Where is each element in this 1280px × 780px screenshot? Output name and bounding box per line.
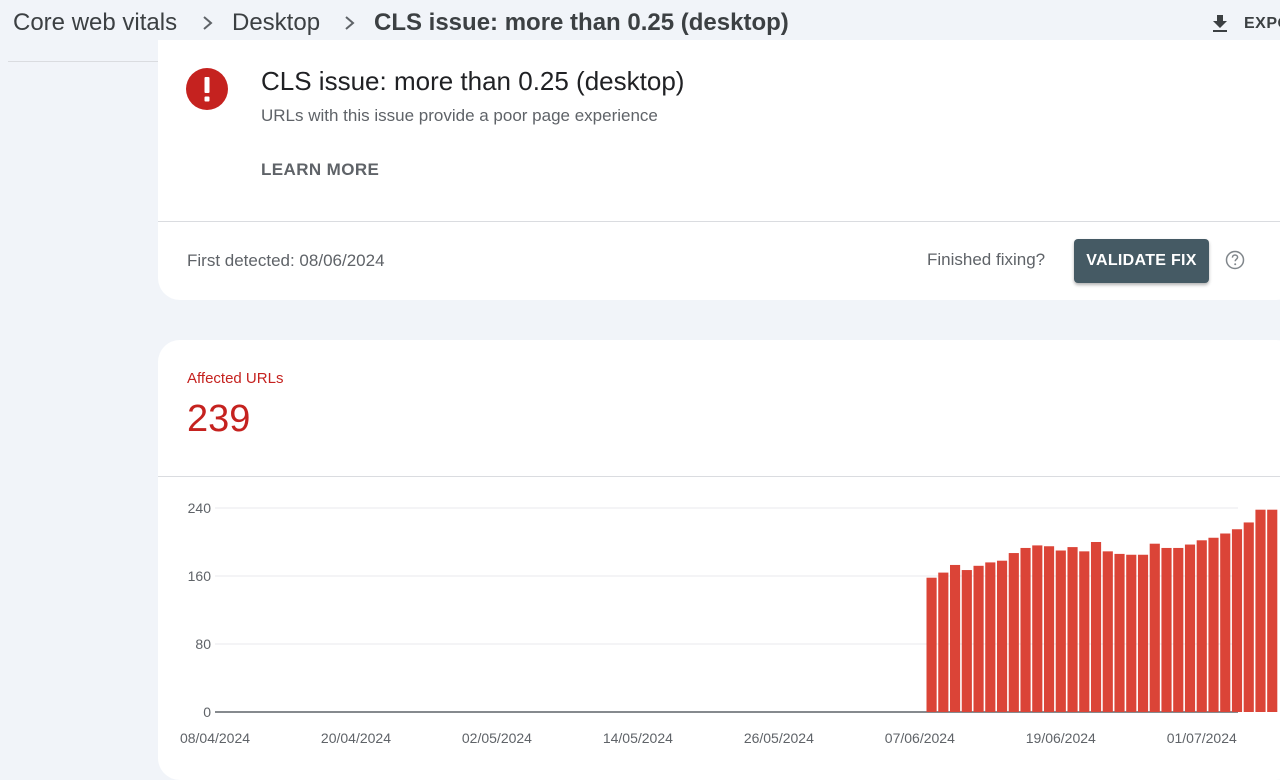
chevron-right-icon	[345, 16, 355, 30]
chart-bar[interactable]	[1043, 546, 1055, 712]
chart-bar[interactable]	[985, 562, 996, 712]
chart-bar[interactable]	[1079, 551, 1090, 712]
chart-bar[interactable]	[1090, 542, 1102, 712]
chart-bar[interactable]	[1243, 522, 1254, 712]
y-tick-label: 80	[195, 636, 211, 652]
chart-bar[interactable]	[938, 572, 949, 712]
chart-bar[interactable]	[1220, 533, 1231, 713]
chart-bar[interactable]	[1267, 509, 1278, 712]
x-tick-label: 01/07/2024	[1167, 730, 1237, 746]
x-tick-label: 20/04/2024	[321, 730, 391, 746]
help-icon[interactable]	[1225, 250, 1245, 270]
chart-divider	[158, 476, 1280, 477]
chart-bar[interactable]	[1196, 540, 1207, 712]
breadcrumb-current: CLS issue: more than 0.25 (desktop)	[374, 9, 789, 36]
chart-bar[interactable]	[1184, 544, 1196, 712]
export-label: EXPO	[1244, 15, 1280, 32]
chart-bar[interactable]	[1208, 537, 1219, 712]
x-tick-label: 08/04/2024	[180, 730, 250, 746]
affected-urls-card: Affected URLs 239 0 80 160 240 08/04/2024 20/…	[158, 340, 1280, 780]
chart-bar[interactable]	[1008, 553, 1019, 712]
x-tick-label: 19/06/2024	[1026, 730, 1096, 746]
chart-bar[interactable]	[1126, 554, 1137, 712]
y-tick-label: 160	[188, 568, 212, 584]
y-tick-label: 0	[203, 704, 211, 720]
issue-card: CLS issue: more than 0.25 (desktop) URLs…	[158, 40, 1280, 300]
download-icon	[1213, 15, 1227, 32]
chart-bar[interactable]	[1149, 543, 1160, 712]
chart-bar[interactable]	[1173, 547, 1184, 712]
chart-bar[interactable]	[1055, 550, 1066, 713]
chart-bar[interactable]	[961, 570, 972, 712]
chart-bar[interactable]	[949, 564, 961, 712]
affected-urls-chart: 0 80 160 240 08/04/2024 20/04/2024 02/05/2024 1…	[180, 500, 1278, 746]
x-tick-label: 02/05/2024	[462, 730, 532, 746]
affected-urls-label: Affected URLs	[187, 370, 284, 387]
y-tick-label: 240	[188, 500, 212, 516]
card-divider	[158, 221, 1280, 222]
x-tick-label: 14/05/2024	[603, 730, 673, 746]
affected-urls-count: 239	[187, 398, 251, 440]
chart-bar[interactable]	[1102, 551, 1113, 712]
learn-more-link[interactable]: LEARN MORE	[261, 160, 380, 179]
issue-subtitle: URLs with this issue provide a poor page…	[261, 106, 658, 125]
validate-fix-button[interactable]: VALIDATE FIX	[1074, 239, 1209, 283]
chart-bar[interactable]	[1137, 554, 1149, 712]
first-detected-text: First detected: 08/06/2024	[187, 251, 385, 270]
breadcrumb-desktop[interactable]: Desktop	[232, 9, 321, 36]
breadcrumb-core-web-vitals[interactable]: Core web vitals	[13, 9, 178, 36]
export-button[interactable]: EXPO	[1208, 9, 1280, 39]
chart-bar[interactable]	[1161, 547, 1172, 712]
chevron-right-icon	[203, 16, 213, 30]
chart-bar[interactable]	[1231, 529, 1243, 712]
x-tick-label: 26/05/2024	[744, 730, 814, 746]
chart-bar[interactable]	[1032, 545, 1043, 712]
issue-title: CLS issue: more than 0.25 (desktop)	[261, 66, 685, 96]
chart-bar[interactable]	[1020, 547, 1031, 712]
chart-bar[interactable]	[1067, 547, 1078, 712]
error-icon	[186, 68, 228, 110]
chart-bar[interactable]	[1255, 509, 1266, 712]
finished-fixing-label: Finished fixing?	[927, 250, 1046, 269]
chart-bar[interactable]	[996, 560, 1008, 712]
x-tick-label: 07/06/2024	[885, 730, 955, 746]
chart-bar[interactable]	[926, 577, 937, 712]
chart-bar[interactable]	[1114, 553, 1125, 712]
chart-bar[interactable]	[973, 565, 984, 712]
